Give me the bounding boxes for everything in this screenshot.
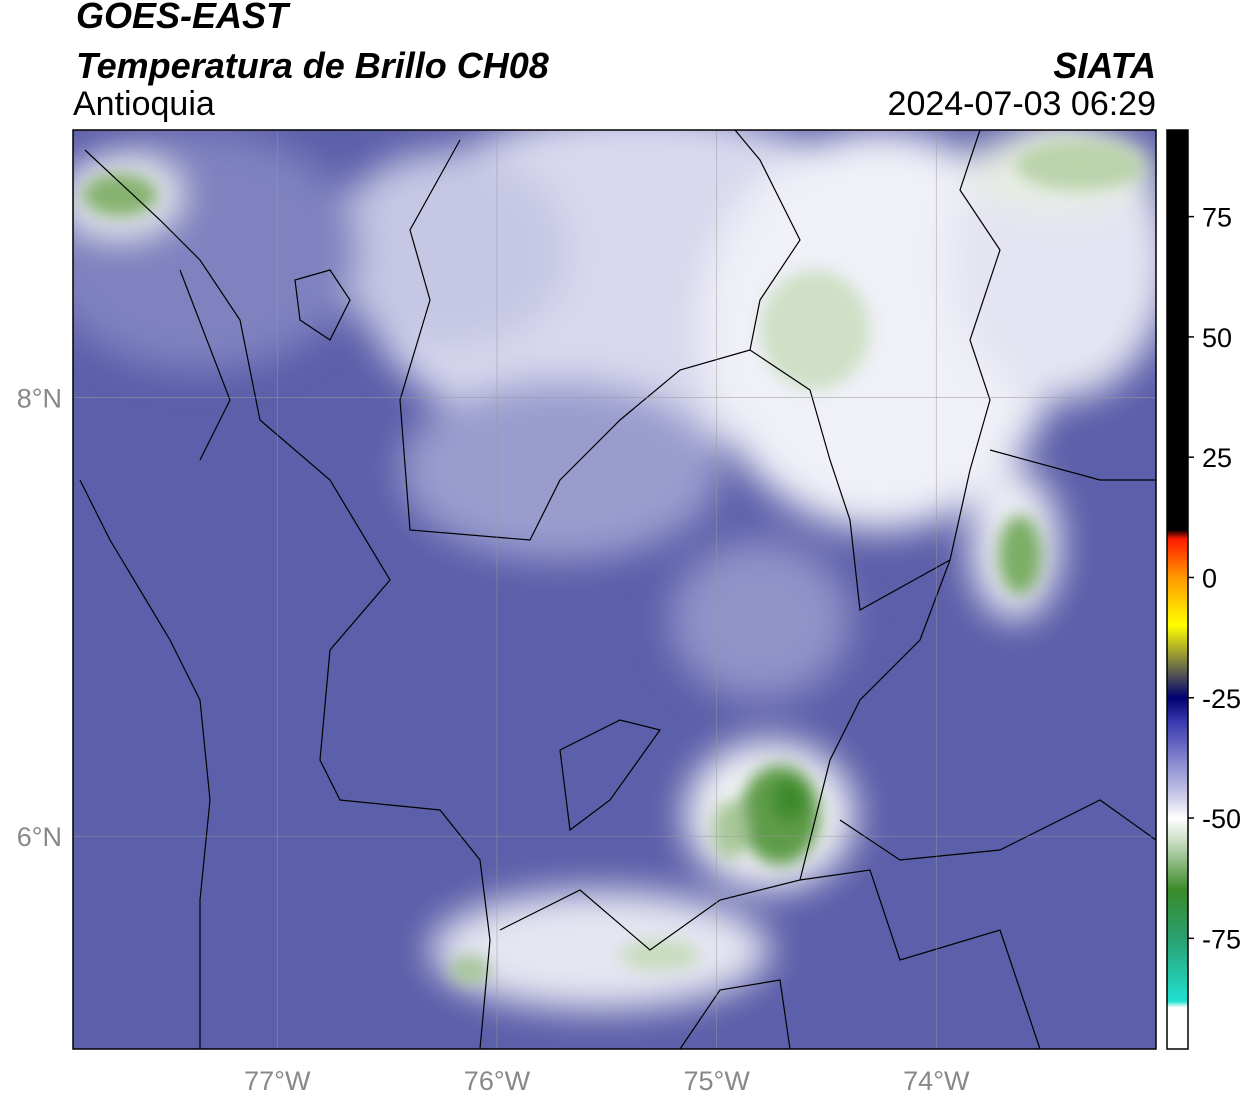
source: SIATA [1053, 45, 1156, 86]
colorbar [1166, 129, 1189, 1050]
product: Temperatura de Brillo CH08 [76, 45, 549, 86]
lon-tick-label: 76°W [464, 1066, 531, 1096]
lon-tick-label: 74°W [903, 1066, 970, 1096]
map-frame [72, 129, 1157, 1050]
datetime: 2024-07-03 06:29 [888, 85, 1156, 123]
colorbar-tick-label: 50 [1202, 323, 1232, 353]
region: Antioquia [73, 85, 215, 123]
lon-tick-label: 77°W [244, 1066, 311, 1096]
colorbar-tick-label: -25 [1202, 684, 1241, 714]
colorbar-tick-label: -50 [1202, 804, 1241, 834]
satellite-image [73, 130, 1156, 1049]
satellite: GOES-EAST [76, 0, 291, 36]
lon-tick-label: 75°W [683, 1066, 750, 1096]
colorbar-tick-label: 75 [1202, 203, 1232, 233]
colorbar-tick-label: 0 [1202, 563, 1217, 593]
lat-tick-label: 6°N [17, 822, 62, 852]
colorbar-tick-label: 25 [1202, 443, 1232, 473]
lat-tick-label: 8°N [17, 384, 62, 414]
colorbar-tick-label: -75 [1202, 924, 1241, 954]
